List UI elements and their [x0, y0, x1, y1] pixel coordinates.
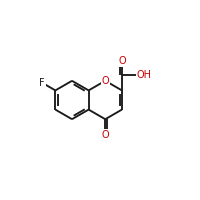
Text: O: O — [101, 130, 109, 140]
Text: O: O — [101, 76, 109, 86]
Text: F: F — [39, 78, 45, 88]
Text: OH: OH — [137, 70, 152, 80]
Text: O: O — [118, 56, 126, 66]
